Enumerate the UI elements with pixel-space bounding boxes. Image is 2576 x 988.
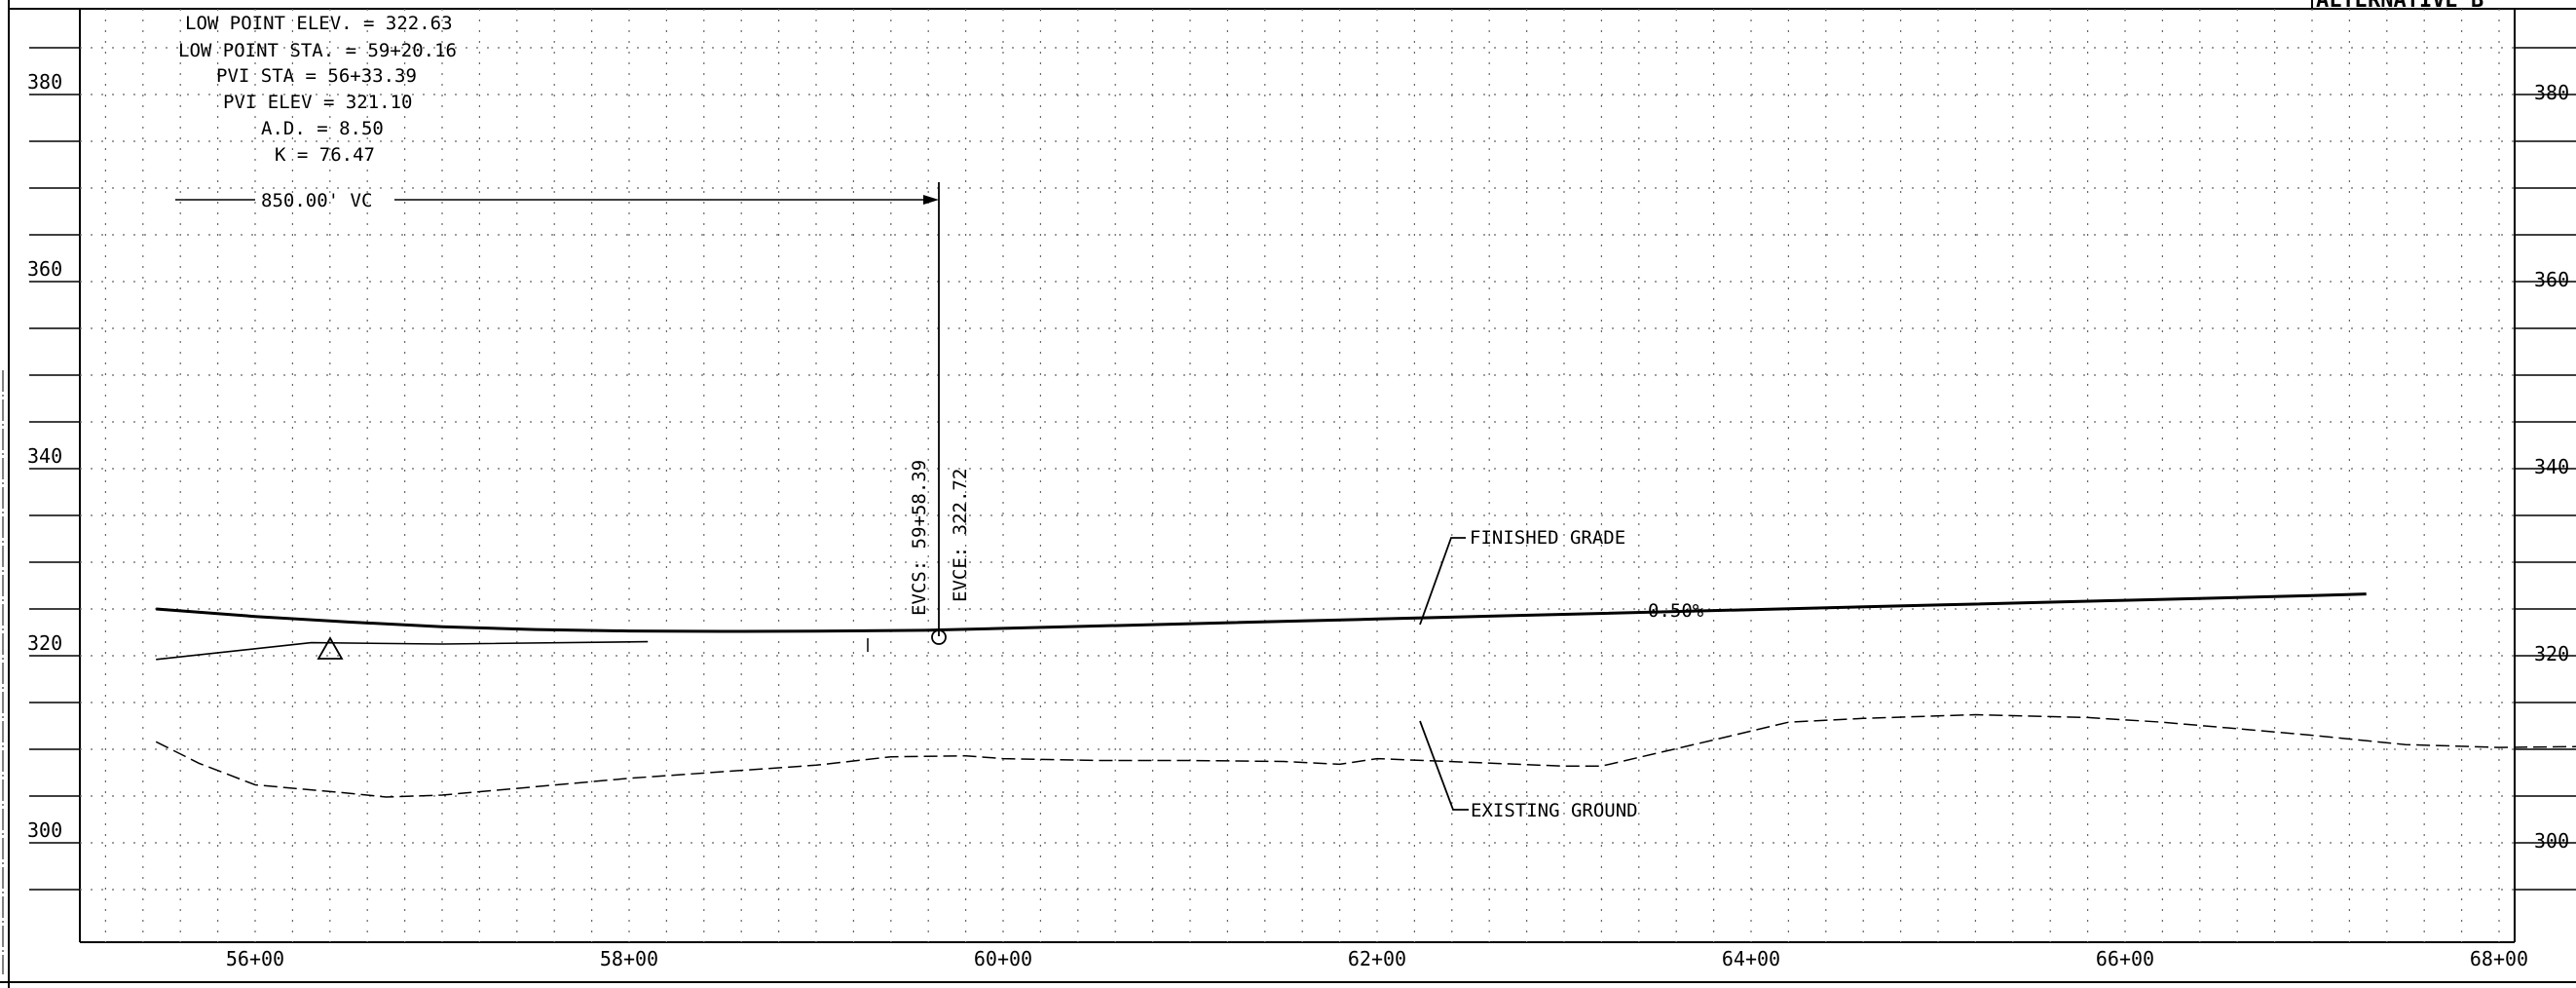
x-axis-labels: 56+00 58+00 60+00 62+00 64+00 66+00 68+00 xyxy=(226,947,2528,970)
evce-label: EVCE: 322.72 xyxy=(950,469,971,602)
y-tick-label-right: 380 xyxy=(2534,81,2569,104)
evc-point-marker xyxy=(931,629,947,645)
x-tick-label: 58+00 xyxy=(600,947,658,970)
curve-data-label: A.D. = 8.50 xyxy=(261,118,384,139)
tangent-grade-line xyxy=(156,640,649,661)
curve-data-label: LOW POINT STA. = 59+20.16 xyxy=(178,40,457,61)
y-tick-label-left: 320 xyxy=(27,631,62,655)
curve-data-label: LOW POINT ELEV. = 322.63 xyxy=(185,13,453,34)
finished-grade-callout xyxy=(1419,537,1466,626)
curve-data-label: PVI STA = 56+33.39 xyxy=(216,65,417,87)
finished-grade-label: FINISHED GRADE xyxy=(1470,527,1625,549)
x-tick-label: 56+00 xyxy=(226,947,284,970)
vc-length-dimension: 850.00' VC xyxy=(175,182,940,636)
y-tick-label-right: 360 xyxy=(2534,268,2569,291)
existing-ground-label: EXISTING GROUND xyxy=(1471,800,1638,821)
curve-data-block: LOW POINT ELEV. = 322.63 LOW POINT STA. … xyxy=(178,13,457,166)
existing-ground-leader xyxy=(1419,720,1469,811)
x-tick-label: 68+00 xyxy=(2470,947,2528,970)
y-tick-label-right: 320 xyxy=(2534,642,2569,665)
y-tick-label-left: 360 xyxy=(27,257,62,281)
y-tick-label-right: 340 xyxy=(2534,455,2569,478)
existing-ground-callout xyxy=(1419,720,1469,811)
finished-grade-line xyxy=(156,592,2367,633)
evcs-label: EVCS: 59+58.39 xyxy=(909,460,930,616)
y-tick-label-right: 300 xyxy=(2534,829,2569,853)
grade-percent-label: 0.50% xyxy=(1648,600,1704,622)
x-tick-label: 66+00 xyxy=(2096,947,2154,970)
curve-data-label: K = 76.47 xyxy=(275,144,375,166)
y-axis-labels: 300 300 320 320 340 340 360 360 380 380 xyxy=(27,70,2569,853)
existing-ground-line xyxy=(155,713,2576,798)
profile-series xyxy=(155,592,2576,798)
x-tick-label: 62+00 xyxy=(1348,947,1406,970)
title-block-text: ALTERNATIVE B xyxy=(2316,0,2483,13)
vc-length-label: 850.00' VC xyxy=(261,190,372,211)
x-tick-label: 64+00 xyxy=(1722,947,1780,970)
y-tick-label-left: 340 xyxy=(27,444,62,468)
pvi-triangle-marker xyxy=(317,636,344,660)
vc-dimension-arrowhead xyxy=(923,195,939,205)
finished-grade-leader xyxy=(1419,537,1466,626)
grid xyxy=(29,9,2576,942)
x-tick-label: 60+00 xyxy=(974,947,1032,970)
curve-data-label: PVI ELEV = 321.10 xyxy=(223,92,412,113)
y-tick-label-left: 380 xyxy=(27,70,62,94)
y-tick-label-left: 300 xyxy=(27,818,62,842)
